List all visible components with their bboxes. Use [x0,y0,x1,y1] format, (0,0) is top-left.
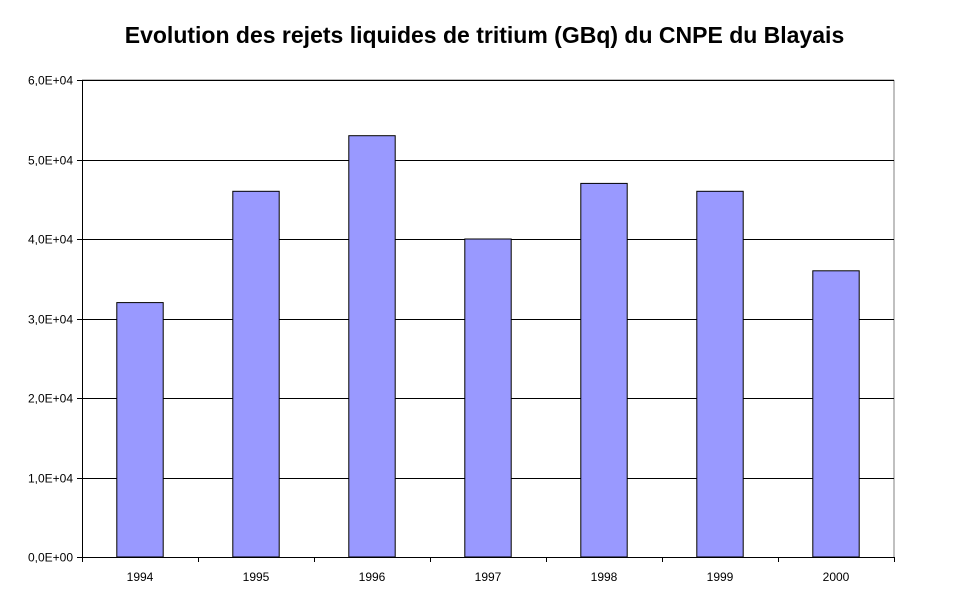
y-tick-label: 5,0E+04 [28,154,73,168]
bar [580,182,628,558]
bar [232,190,280,558]
y-tick-label: 2,0E+04 [28,392,73,406]
x-tick-label: 1995 [243,570,270,584]
bar [464,238,512,558]
x-tick-label: 1996 [359,570,386,584]
x-tick-label: 1997 [475,570,502,584]
bar [116,302,164,558]
bars [116,135,860,558]
y-tick-label: 0,0E+00 [28,551,73,565]
x-tick-labels: 1994 1995 1996 1997 1998 1999 2000 [127,570,850,584]
y-tick-label: 1,0E+04 [28,472,73,486]
bar [696,190,744,558]
x-tick-label: 2000 [823,570,850,584]
y-tick-label: 6,0E+04 [28,74,73,88]
y-tick-label: 3,0E+04 [28,313,73,327]
x-tick-label: 1999 [707,570,734,584]
axes [77,80,895,562]
bar [348,135,396,558]
x-tick-label: 1998 [591,570,618,584]
y-tick-labels: 0,0E+00 1,0E+04 2,0E+04 3,0E+04 4,0E+04 5,0E+… [28,74,73,565]
chart-title: Evolution des rejets liquides de tritium… [124,22,845,48]
x-tick-label: 1994 [127,570,154,584]
y-tick-label: 4,0E+04 [28,233,73,247]
bar [812,270,860,558]
